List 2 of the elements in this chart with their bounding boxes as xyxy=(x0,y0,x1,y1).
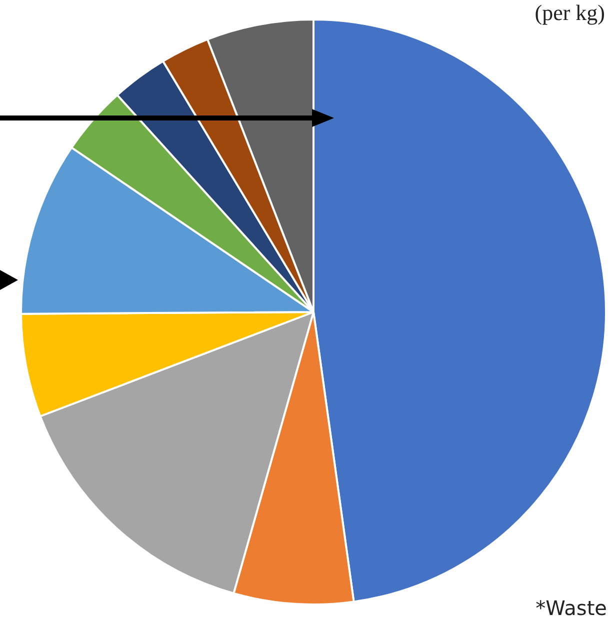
text: *Waste xyxy=(536,596,607,620)
text: (per kg) xyxy=(534,0,605,26)
